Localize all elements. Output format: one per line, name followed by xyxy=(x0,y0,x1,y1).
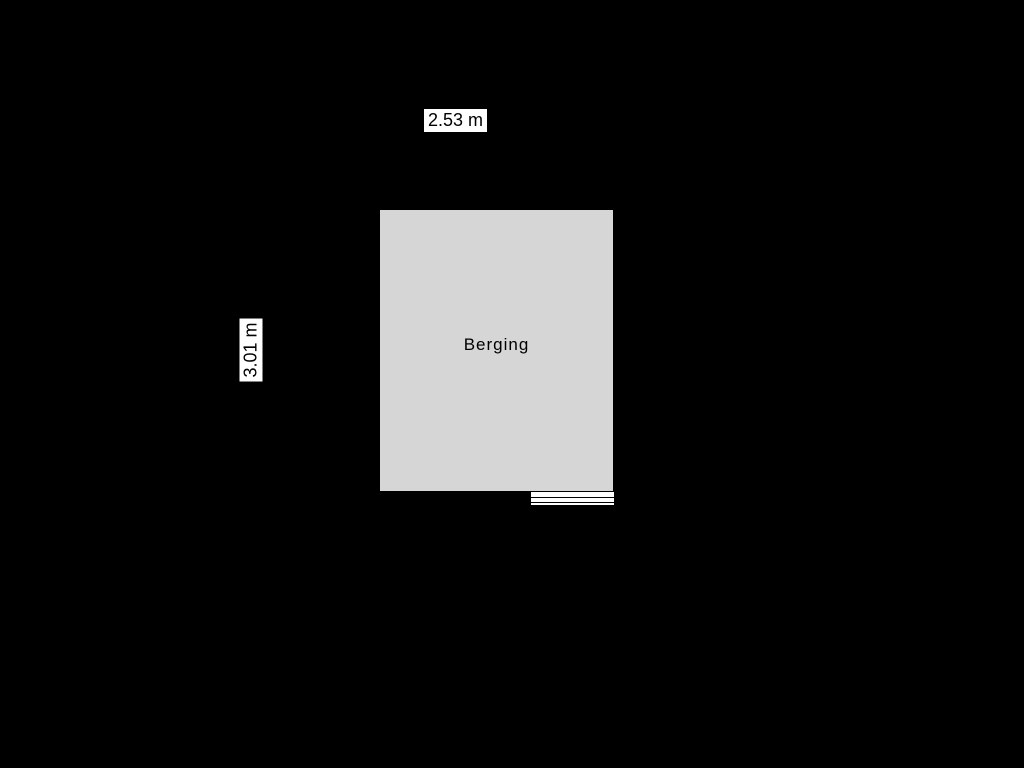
dimension-width-label: 2.53 m xyxy=(424,109,487,132)
door-threshold xyxy=(530,491,615,506)
dimension-height-label: 3.01 m xyxy=(240,318,263,381)
room-label: Berging xyxy=(464,335,530,355)
room-berging: Berging xyxy=(370,200,623,501)
floorplan-canvas: Berging 2.53 m 3.01 m xyxy=(0,0,1024,768)
